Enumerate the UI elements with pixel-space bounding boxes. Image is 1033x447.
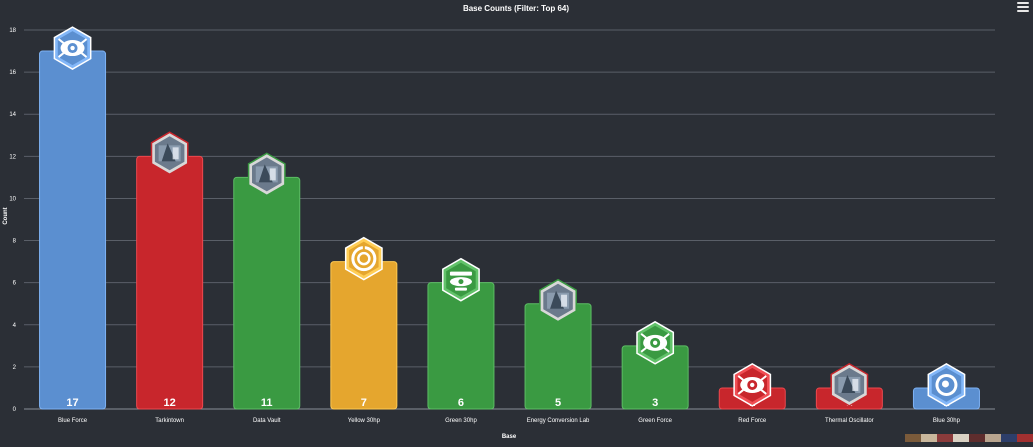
bar-data-label: 6 (458, 397, 464, 409)
y-axis-title: Count (3, 207, 9, 224)
y-tick-label: 12 (9, 154, 16, 160)
y-tick-label: 16 (9, 70, 16, 76)
x-tick-label: Energy Conversion Lab (527, 418, 590, 424)
energy-lab-image-icon (539, 278, 577, 323)
green-30hp-icon (442, 257, 480, 302)
y-tick-label: 4 (13, 323, 17, 329)
x-tick-label: Blue Force (58, 418, 88, 424)
force-eye-icon (636, 320, 675, 365)
x-tick-label: Thermal Oscillator (825, 418, 874, 424)
bar-data-label: 17 (66, 397, 78, 409)
y-tick-labels: 0 2 4 6 8 10 12 14 16 18 (9, 28, 16, 413)
yellow-30hp-icon (344, 236, 383, 281)
thermal-oscillator-image-icon (830, 363, 869, 407)
bar[interactable] (39, 50, 107, 410)
y-tick-label: 18 (9, 28, 16, 34)
bar[interactable] (427, 282, 495, 410)
x-axis-title: Base (502, 434, 517, 440)
tarkintown-image-icon (150, 131, 189, 176)
x-tick-label: Yellow 30hp (348, 418, 381, 424)
bar[interactable] (330, 261, 398, 410)
bar[interactable] (136, 155, 204, 410)
x-tick-label: Green 30hp (445, 418, 477, 424)
hamburger-menu-icon[interactable] (1017, 2, 1029, 12)
bar-badges (53, 26, 966, 407)
y-tick-label: 0 (13, 407, 17, 413)
chart-title: Base Counts (Filter: Top 64) (463, 4, 569, 13)
y-tick-label: 8 (13, 239, 17, 245)
force-eye-icon (53, 26, 92, 70)
x-tick-label: Red Force (738, 418, 767, 424)
bar-data-label: 3 (652, 397, 658, 409)
force-eye-icon (733, 363, 772, 407)
bar-data-label: 7 (361, 397, 367, 409)
y-tick-label: 10 (9, 196, 16, 202)
y-tick-label: 6 (13, 281, 17, 287)
blue-30hp-icon (927, 363, 966, 407)
x-tick-label: Data Vault (253, 418, 281, 424)
x-tick-label: Blue 30hp (933, 418, 961, 424)
thumbnail-strip (905, 434, 1033, 442)
y-tick-label: 14 (9, 112, 16, 118)
bar[interactable] (233, 176, 301, 410)
x-tick-label: Green Force (638, 418, 672, 424)
bars: 1712117653111 (39, 50, 980, 410)
x-tick-labels: Blue Force Tarkintown Data Vault Yellow 30h… (58, 418, 961, 424)
bar-data-label: 11 (261, 397, 273, 409)
x-tick-label: Tarkintown (155, 418, 184, 424)
bar-data-label: 5 (555, 397, 561, 409)
y-tick-label: 2 (13, 365, 17, 371)
data-vault-image-icon (247, 152, 286, 197)
bar-data-label: 12 (164, 397, 176, 409)
